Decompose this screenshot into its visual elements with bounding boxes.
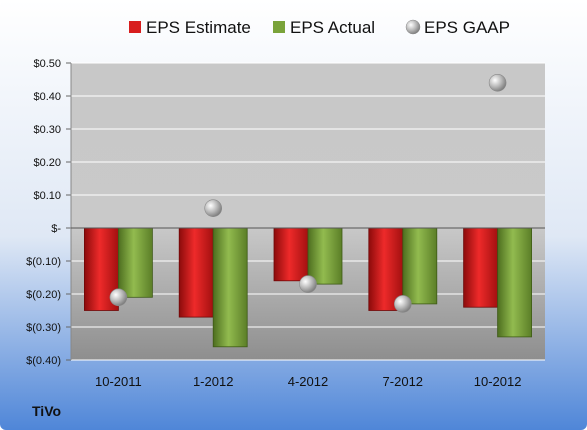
bar-eps-actual — [118, 227, 153, 298]
y-tick-label: $0.30 — [33, 124, 61, 136]
x-tick-label: 7-2012 — [383, 374, 423, 389]
legend-eps-estimate: EPS Estimate — [129, 18, 251, 37]
legend-eps-actual: EPS Actual — [273, 18, 375, 37]
legend-swatch — [273, 21, 285, 33]
bar-eps-actual — [497, 227, 533, 338]
plot-area — [71, 63, 545, 360]
bar-eps-estimate — [368, 227, 404, 311]
marker-eps-gaap — [204, 199, 222, 217]
legend-eps-gaap: EPS GAAP — [405, 18, 510, 37]
bar-eps-actual — [402, 227, 438, 305]
y-tick-label: $- — [51, 223, 61, 235]
y-tick-label: $(0.30) — [26, 322, 61, 334]
legend-label: EPS GAAP — [424, 18, 510, 37]
x-tick-label: 4-2012 — [288, 374, 328, 389]
y-tick-label: $0.10 — [33, 190, 61, 202]
y-axis: $0.50 $0.40 $0.30 $0.20 $0.10 $- $(0.10) $(0.20… — [26, 58, 72, 367]
marker-eps-gaap — [299, 275, 317, 293]
bar-eps-actual — [212, 227, 248, 348]
legend: EPS Estimate EPS Actual EPS GAAP — [129, 18, 510, 37]
y-tick-label: $(0.40) — [26, 355, 61, 367]
y-tick-label: $0.40 — [33, 91, 61, 103]
legend-label: EPS Actual — [290, 18, 375, 37]
y-tick-label: $0.20 — [33, 157, 61, 169]
x-tick-label: 1-2012 — [193, 374, 233, 389]
bar-eps-estimate — [178, 227, 214, 318]
company-label: TiVo — [32, 403, 61, 419]
marker-eps-gaap — [488, 74, 507, 92]
y-tick-label: $(0.10) — [26, 256, 61, 268]
legend-swatch — [129, 21, 141, 33]
y-tick-label: $(0.20) — [26, 289, 61, 301]
legend-label: EPS Estimate — [146, 18, 251, 37]
bar-eps-actual — [307, 227, 343, 285]
gaap-markers — [109, 74, 507, 313]
x-axis: 10-2011 1-2012 4-2012 7-2012 10-2012 — [71, 227, 545, 389]
bar-eps-estimate — [273, 227, 309, 282]
marker-eps-gaap — [393, 295, 412, 313]
x-tick-label: 10-2011 — [95, 374, 142, 389]
x-tick-label: 10-2012 — [474, 374, 522, 389]
legend-swatch — [405, 19, 421, 35]
bar-eps-estimate — [463, 227, 499, 308]
marker-eps-gaap — [109, 288, 128, 307]
y-tick-label: $0.50 — [33, 58, 61, 70]
